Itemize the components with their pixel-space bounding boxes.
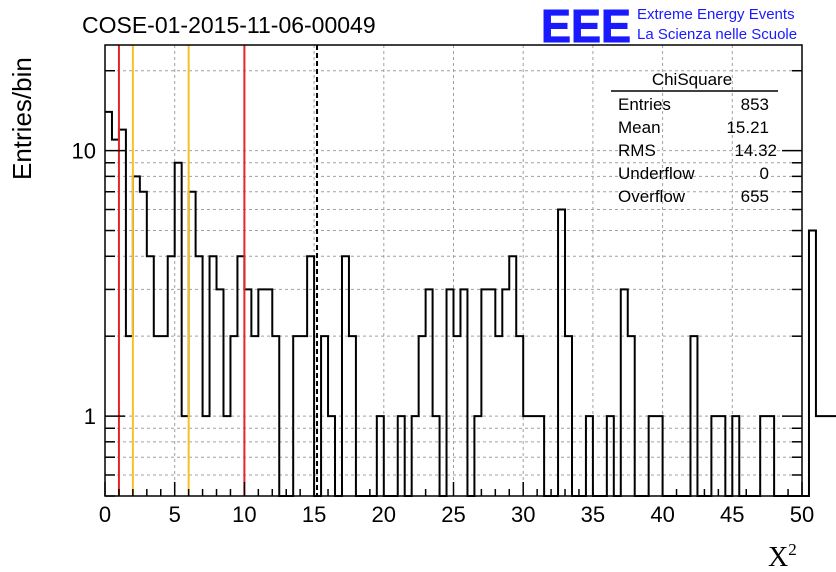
stats-label-mean: Mean [618,118,661,137]
axes: 0 5 10 15 20 25 30 35 40 45 50 1 10 [72,69,814,527]
stats-label-overflow: Overflow [618,187,686,206]
x-tick-label: 15 [302,502,326,527]
histogram [105,110,836,497]
x-tick-label: 10 [232,502,256,527]
x-axis-label: X2 [768,540,797,572]
stats-label-underflow: Underflow [618,164,695,183]
y-axis-label: Entries/bin [7,57,37,180]
stats-value-entries: 853 [741,95,769,114]
x-tick-label: 45 [720,502,744,527]
eee-logo-letters: EEE [541,0,631,52]
x-tick-label: 5 [169,502,181,527]
stats-value-mean: 15.21 [726,118,769,137]
x-axis-label-sup: 2 [788,540,797,559]
x-tick-label: 30 [511,502,535,527]
stats-label-rms: RMS [618,141,656,160]
stats-title: ChiSquare [652,70,732,89]
x-tick-label: 40 [650,502,674,527]
chart-title: COSE-01-2015-11-06-00049 [82,12,376,38]
y-tick-label: 1 [84,404,96,429]
x-tick-label: 25 [441,502,465,527]
x-tick-label: 20 [372,502,396,527]
stats-label-entries: Entries [618,95,671,114]
eee-logo-line1: Extreme Energy Events [637,6,795,23]
stats-value-underflow: 0 [760,164,769,183]
x-tick-label: 50 [790,502,814,527]
histogram-outline [105,110,836,497]
y-tick-label: 10 [72,139,96,164]
stats-value-overflow: 655 [741,187,769,206]
stats-value-rms: 14.32 [734,141,777,160]
plot-frame [104,44,803,497]
x-tick-label: 35 [581,502,605,527]
reference-lines [117,45,319,496]
eee-logo-line2: La Scienza nelle Scuole [637,26,797,43]
eee-logo: EEE Extreme Energy Events La Scienza nel… [541,0,798,53]
stats-box: ChiSquare Entries 853 Mean 15.21 RMS 14.… [611,70,778,206]
x-tick-label: 0 [99,502,111,527]
